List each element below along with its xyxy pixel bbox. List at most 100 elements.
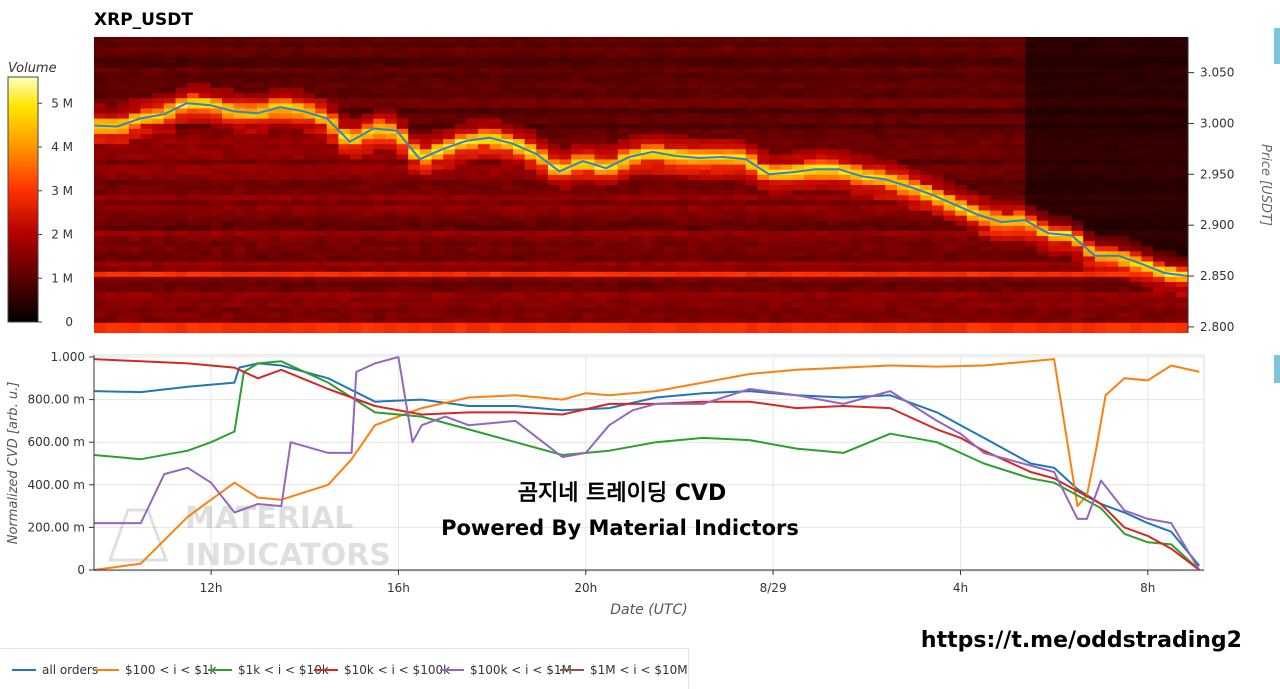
heatmap-cell — [222, 175, 234, 181]
heatmap-cell — [234, 119, 246, 125]
heatmap-cell — [478, 149, 490, 155]
heatmap-cell — [536, 246, 548, 252]
heatmap-cell — [757, 83, 769, 89]
heatmap-cell — [210, 165, 222, 171]
heatmap-cell — [350, 88, 362, 94]
heatmap-cell — [292, 170, 304, 176]
heatmap-cell — [629, 328, 641, 334]
heatmap-cell — [1060, 93, 1072, 99]
heatmap-cell — [548, 124, 560, 130]
heatmap-cell — [175, 119, 187, 125]
heatmap-cell — [373, 185, 385, 191]
heatmap-cell — [501, 63, 513, 69]
heatmap-cell — [1002, 307, 1014, 313]
heatmap-cell — [781, 47, 793, 53]
heatmap-cell — [443, 195, 455, 201]
heatmap-cell — [292, 190, 304, 196]
heatmap-cell — [106, 200, 118, 206]
heatmap-cell — [245, 37, 257, 43]
heatmap-cell — [839, 124, 851, 130]
heatmap-cell — [106, 37, 118, 43]
heatmap-cell — [664, 52, 676, 58]
heatmap-cell — [932, 154, 944, 160]
heatmap-cell — [722, 68, 734, 74]
heatmap-cell — [909, 114, 921, 120]
heatmap-cell — [1025, 88, 1037, 94]
heatmap-cell — [944, 37, 956, 43]
heatmap-cell — [816, 211, 828, 217]
heatmap-cell — [1013, 165, 1025, 171]
heatmap-cell — [1037, 47, 1049, 53]
heatmap-cell — [478, 63, 490, 69]
heatmap-cell — [1083, 98, 1095, 104]
heatmap-cell — [955, 47, 967, 53]
heatmap-cell — [141, 313, 153, 319]
heatmap-cell — [676, 205, 688, 211]
heatmap-cell — [315, 221, 327, 227]
heatmap-cell — [373, 277, 385, 283]
heatmap-cell — [967, 47, 979, 53]
heatmap-cell — [653, 251, 665, 257]
heatmap-cell — [734, 200, 746, 206]
heatmap-cell — [525, 246, 537, 252]
heatmap-cell — [583, 52, 595, 58]
heatmap-cell — [106, 216, 118, 222]
heatmap-cell — [944, 154, 956, 160]
heatmap-cell — [315, 262, 327, 268]
heatmap-cell — [769, 93, 781, 99]
heatmap-cell — [1025, 108, 1037, 114]
heatmap-cell — [699, 262, 711, 268]
heatmap-cell — [1072, 98, 1084, 104]
heatmap-cell — [676, 190, 688, 196]
heatmap-cell — [117, 190, 129, 196]
heatmap-cell — [408, 277, 420, 283]
heatmap-cell — [1002, 52, 1014, 58]
heatmap-cell — [734, 313, 746, 319]
heatmap-cell — [315, 313, 327, 319]
heatmap-cell — [152, 170, 164, 176]
heatmap-cell — [408, 246, 420, 252]
heatmap-cell — [199, 328, 211, 334]
heatmap-cell — [1037, 124, 1049, 130]
heatmap-cell — [420, 170, 432, 176]
heatmap-cell — [734, 83, 746, 89]
heatmap-cell — [490, 165, 502, 171]
heatmap-cell — [629, 63, 641, 69]
heatmap-cell — [234, 297, 246, 303]
heatmap-cell — [641, 134, 653, 140]
heatmap-cell — [944, 68, 956, 74]
heatmap-cell — [1013, 134, 1025, 140]
heatmap-cell — [932, 246, 944, 252]
heatmap-cell — [1002, 318, 1014, 324]
heatmap-cell — [711, 251, 723, 257]
heatmap-cell — [885, 83, 897, 89]
heatmap-cell — [106, 277, 118, 283]
heatmap-cell — [501, 93, 513, 99]
heatmap-cell — [315, 154, 327, 160]
heatmap-cell — [722, 246, 734, 252]
heatmap-cell — [629, 42, 641, 48]
heatmap-cell — [583, 98, 595, 104]
heatmap-cell — [827, 93, 839, 99]
heatmap-cell — [245, 124, 257, 130]
heatmap-cell — [874, 185, 886, 191]
heatmap-cell — [94, 221, 106, 227]
heatmap-cell — [967, 134, 979, 140]
heatmap-cell — [1072, 175, 1084, 181]
heatmap-cell — [420, 256, 432, 262]
heatmap-cell — [292, 307, 304, 313]
heatmap-cell — [199, 57, 211, 63]
heatmap-cell — [443, 221, 455, 227]
heatmap-cell — [757, 200, 769, 206]
heatmap-cell — [548, 185, 560, 191]
heatmap-cell — [210, 185, 222, 191]
heatmap-cell — [466, 190, 478, 196]
heatmap-cell — [1037, 277, 1049, 283]
heatmap-cell — [490, 323, 502, 329]
heatmap-cell — [385, 98, 397, 104]
heatmap-cell — [839, 246, 851, 252]
heatmap-cell — [1048, 277, 1060, 283]
heatmap-cell — [862, 63, 874, 69]
heatmap-cell — [1072, 68, 1084, 74]
heatmap-cell — [222, 159, 234, 165]
